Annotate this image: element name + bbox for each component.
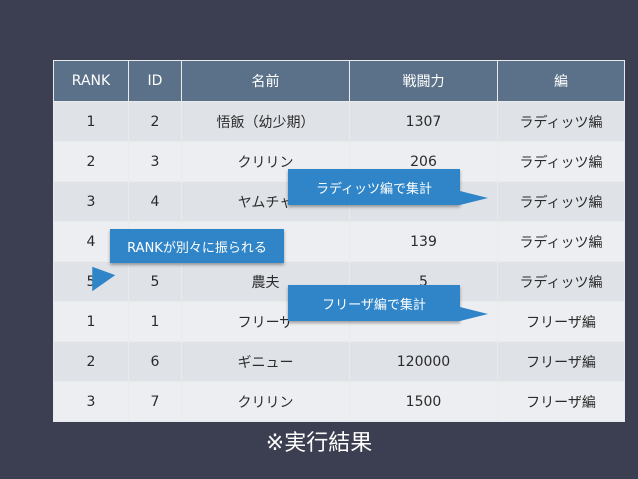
cell-power: 139 [349,221,498,262]
table-row: 5 5 農夫 5 ラディッツ編 [53,261,625,302]
cell-name: クリリン [181,381,350,422]
cell-id: 7 [128,381,182,422]
cell-rank: 1 [53,301,129,342]
result-table: RANK ID 名前 戦闘力 編 1 2 悟飯（幼少期） 1307 ラディッツ編… [53,60,625,422]
cell-id: 5 [128,261,182,302]
cell-power: 1307 [349,101,498,142]
cell-rank: 2 [53,141,129,182]
footnote: ※実行結果 [265,431,373,456]
cell-id: 4 [128,181,182,222]
cell-id: 2 [128,101,182,142]
table-row: 3 7 クリリン 1500 フリーザ編 [53,381,625,422]
header-id: ID [128,60,182,102]
callout-pointer [460,307,488,321]
cell-arc: フリーザ編 [497,341,625,382]
cell-id: 1 [128,301,182,342]
cell-power: 1500 [349,381,498,422]
callout-rank-text: RANKが別々に振られる [127,240,267,256]
header-power: 戦闘力 [349,60,498,102]
cell-rank: 1 [53,101,129,142]
header-rank: RANK [53,60,129,102]
cell-name: クリリン [181,141,350,182]
cell-arc: フリーザ編 [497,301,625,342]
cell-id: 6 [128,341,182,382]
header-name: 名前 [181,60,350,102]
cell-name: 悟飯（幼少期） [181,101,350,142]
cell-rank: 3 [53,181,129,222]
table-row: 2 6 ギニュー 120000 フリーザ編 [53,341,625,382]
callout-frieza-text: フリーザ編で集計 [322,297,426,313]
table-header-row: RANK ID 名前 戦闘力 編 [53,60,625,102]
cell-arc: ラディッツ編 [497,261,625,302]
cell-arc: ラディッツ編 [497,141,625,182]
callout-pointer [460,191,488,205]
cell-rank: 3 [53,381,129,422]
cell-rank: 5 [53,261,129,302]
callout-rank-separate: RANKが別々に振られる [80,229,284,292]
cell-rank: 2 [53,341,129,382]
table-row: 1 2 悟飯（幼少期） 1307 ラディッツ編 [53,101,625,142]
table-row: 2 3 クリリン 206 ラディッツ編 [53,141,625,182]
callout-raditz-aggregate: ラディッツ編で集計 [288,169,488,205]
cell-arc: ラディッツ編 [497,101,625,142]
cell-arc: フリーザ編 [497,381,625,422]
cell-id: 3 [128,141,182,182]
cell-power: 120000 [349,341,498,382]
cell-name: ギニュー [181,341,350,382]
callout-frieza-aggregate: フリーザ編で集計 [288,285,488,321]
header-arc: 編 [497,60,625,102]
callout-raditz-text: ラディッツ編で集計 [315,181,433,197]
cell-arc: ラディッツ編 [497,181,625,222]
cell-arc: ラディッツ編 [497,221,625,262]
